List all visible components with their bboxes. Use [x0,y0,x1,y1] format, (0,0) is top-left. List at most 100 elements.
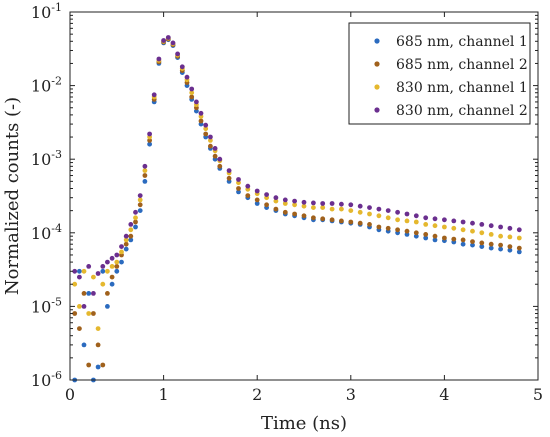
data-point [109,281,115,287]
x-tick-label: 1 [159,385,169,404]
data-point [77,326,82,331]
data-point [208,134,213,140]
data-point [516,245,522,251]
y-tick-label: 10-2 [31,75,62,96]
data-point [488,232,494,237]
legend: 685 nm, channel 1 685 nm, channel 2 830 nm… [348,22,531,125]
data-point [404,228,410,234]
data-point [432,216,438,222]
x-tick-label: 2 [252,385,262,404]
data-point [254,201,260,206]
axis-ticks: 0 1 2 3 4 5 10-6 10-5 10-4 10-3 10-2 10-1 [31,1,543,404]
legend-label: 685 nm, channel 2 [396,57,528,73]
data-point [128,233,134,239]
data-point [320,201,326,206]
data-point [95,364,101,370]
data-point [86,291,92,296]
data-point [488,241,494,247]
data-point [423,235,429,241]
data-point [91,291,96,296]
legend-marker [374,61,380,67]
data-point [77,304,82,309]
data-point [105,291,110,296]
data-point [119,259,124,265]
data-point [442,235,447,241]
data-point [133,209,138,215]
data-point [142,173,148,178]
data-point [194,99,199,105]
data-point [432,223,438,229]
data-point [161,38,167,43]
data-point [385,215,391,221]
data-point [217,163,223,169]
data-point [123,237,129,243]
data-point [479,240,485,246]
data-points-layer [72,35,522,383]
data-point [236,186,241,191]
data-point [133,219,138,225]
x-tick-label: 4 [439,385,449,404]
data-point [282,201,288,206]
data-point [95,342,101,348]
data-point [460,241,466,247]
data-point [301,199,307,205]
data-point [109,264,115,269]
data-point [348,202,354,208]
data-point [385,225,391,231]
data-point [128,222,134,227]
x-axis-title: Time (ns) [261,413,347,434]
data-point [339,206,344,212]
data-point [273,206,279,212]
data-point [208,138,213,143]
data-point [217,156,223,162]
data-point [77,268,82,274]
y-tick-label: 10-4 [31,222,62,243]
data-point [128,227,134,233]
data-point [470,242,475,248]
data-point [137,202,143,208]
data-point [395,217,400,223]
data-point [329,206,335,212]
data-point [109,274,115,280]
data-point [72,281,78,287]
data-point [413,213,419,219]
data-point [470,220,475,226]
data-point [451,236,457,242]
data-point [442,224,447,230]
data-point [81,342,87,348]
data-point [507,247,513,253]
data-point [119,244,124,250]
data-point [311,200,316,206]
data-point [198,118,204,124]
data-point [91,311,96,316]
data-point [86,362,92,368]
data-point [273,198,279,204]
data-point [189,94,195,100]
data-point [376,206,382,212]
data-point [404,218,410,224]
data-point [292,202,297,208]
data-point [81,268,87,274]
y-tick-label: 10-1 [31,1,62,22]
data-point [123,241,129,247]
y-tick-label: 10-6 [31,369,62,390]
data-point [339,218,344,224]
data-point [470,228,475,234]
data-point [423,222,429,227]
data-point [292,198,297,204]
data-point [170,40,176,46]
data-point [460,227,466,233]
data-point [105,268,110,274]
data-point [498,224,503,230]
data-point [282,197,288,203]
data-point [413,230,419,236]
data-point [114,264,120,269]
x-tick-label: 5 [533,385,543,404]
data-point [137,208,143,214]
data-point [311,205,316,211]
data-point [357,203,363,209]
data-point [498,233,503,239]
data-point [357,220,363,226]
plot-frame [69,11,539,381]
